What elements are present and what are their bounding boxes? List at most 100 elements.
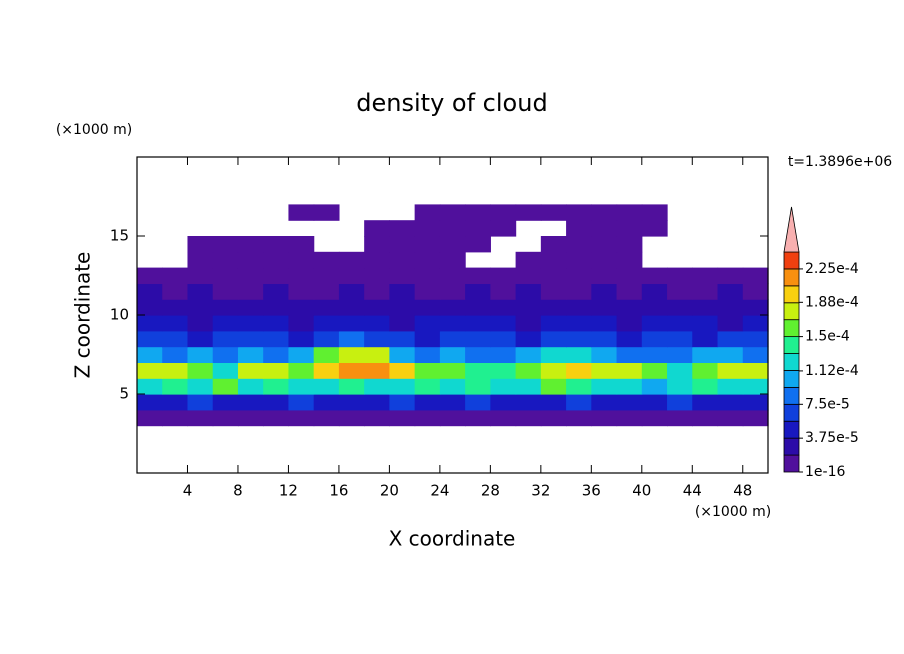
- colorbar-bin: [783, 454, 800, 473]
- field-cell: [490, 315, 517, 332]
- field-cell: [540, 267, 567, 284]
- field-cell: [540, 330, 567, 348]
- field-cell: [465, 315, 491, 332]
- field-cell: [515, 378, 542, 395]
- field-cell: [137, 362, 163, 379]
- field-cell: [263, 251, 290, 269]
- x-tick-label: 24: [430, 482, 449, 500]
- field-cell: [389, 394, 416, 411]
- field-cell: [566, 236, 592, 253]
- field-cell: [338, 251, 365, 269]
- field-cell: [313, 267, 340, 284]
- field-cell: [742, 267, 769, 284]
- colorbar-bin: [783, 319, 800, 338]
- field-cell: [263, 236, 290, 253]
- field-cell: [414, 330, 441, 348]
- colorbar-bin: [783, 302, 800, 321]
- field-cell: [288, 204, 315, 221]
- field-cell: [540, 283, 567, 300]
- field-cell: [212, 378, 239, 395]
- field-cell: [742, 330, 769, 348]
- field-cell: [465, 236, 491, 253]
- field-cell: [742, 394, 769, 411]
- field-cell: [566, 283, 592, 300]
- field-cell: [616, 220, 643, 237]
- field-cell: [591, 204, 618, 221]
- field-cell: [515, 204, 542, 221]
- colorbar-label: 7.5e-5: [805, 396, 850, 412]
- field-cell: [137, 409, 163, 427]
- field-cell: [414, 267, 441, 284]
- field-cell: [540, 394, 567, 411]
- field-cell: [591, 251, 618, 269]
- field-cell: [313, 394, 340, 411]
- field-cell: [338, 346, 365, 363]
- field-cell: [389, 315, 416, 332]
- field-cell: [414, 204, 441, 221]
- field-cell: [641, 378, 668, 395]
- field-cell: [137, 267, 163, 284]
- field-cell: [237, 378, 264, 395]
- field-cell: [414, 409, 441, 427]
- field-cell: [692, 267, 719, 284]
- field-cell: [389, 299, 416, 316]
- field-cell: [237, 236, 264, 253]
- field-cell: [414, 220, 441, 237]
- field-cell: [591, 220, 618, 237]
- field-cell: [717, 283, 744, 300]
- field-cell: [212, 409, 239, 427]
- field-cell: [566, 409, 592, 427]
- colorbar-label: 1e-16: [805, 464, 845, 480]
- field-cell: [641, 299, 668, 316]
- field-cell: [540, 315, 567, 332]
- field-cell: [717, 299, 744, 316]
- field-cell: [263, 394, 290, 411]
- field-cell: [566, 267, 592, 284]
- field-cell: [667, 394, 693, 411]
- field-cell: [212, 299, 239, 316]
- field-cell: [540, 204, 567, 221]
- field-cell: [414, 251, 441, 269]
- field-cell: [263, 378, 290, 395]
- field-cell: [389, 409, 416, 427]
- field-cell: [439, 378, 466, 395]
- field-cell: [465, 330, 491, 348]
- field-cell: [566, 362, 592, 379]
- field-cell: [641, 204, 668, 221]
- y-tick-label: 15: [110, 227, 129, 245]
- field-cell: [641, 330, 668, 348]
- field-cell: [465, 299, 491, 316]
- field-cell: [187, 378, 214, 395]
- field-cell: [465, 409, 491, 427]
- field-cell: [162, 267, 189, 284]
- colorbar-bin: [783, 285, 800, 304]
- field-cell: [591, 409, 618, 427]
- field-cell: [389, 362, 416, 379]
- colorbar-bin: [783, 370, 800, 388]
- field-cell: [667, 330, 693, 348]
- field-cell: [313, 315, 340, 332]
- field-cell: [439, 236, 466, 253]
- colorbar-label: 2.25e-4: [805, 261, 859, 277]
- field-cell: [338, 299, 365, 316]
- field-cell: [237, 394, 264, 411]
- field-cell: [667, 299, 693, 316]
- field-cell: [667, 362, 693, 379]
- field-cell: [364, 378, 390, 395]
- field-cell: [364, 267, 390, 284]
- field-cell: [439, 409, 466, 427]
- field-cell: [566, 251, 592, 269]
- field-cell: [692, 362, 719, 379]
- field-cell: [616, 315, 643, 332]
- field-cell: [237, 251, 264, 269]
- field-cell: [439, 251, 466, 269]
- field-cell: [515, 299, 542, 316]
- field-cell: [591, 362, 618, 379]
- y-tick-label: 5: [119, 385, 129, 403]
- field-cell: [187, 346, 214, 363]
- field-cell: [591, 236, 618, 253]
- colorbar-extend: [783, 206, 800, 253]
- field-cell: [187, 267, 214, 284]
- field-cell: [137, 283, 163, 300]
- field-cell: [288, 283, 315, 300]
